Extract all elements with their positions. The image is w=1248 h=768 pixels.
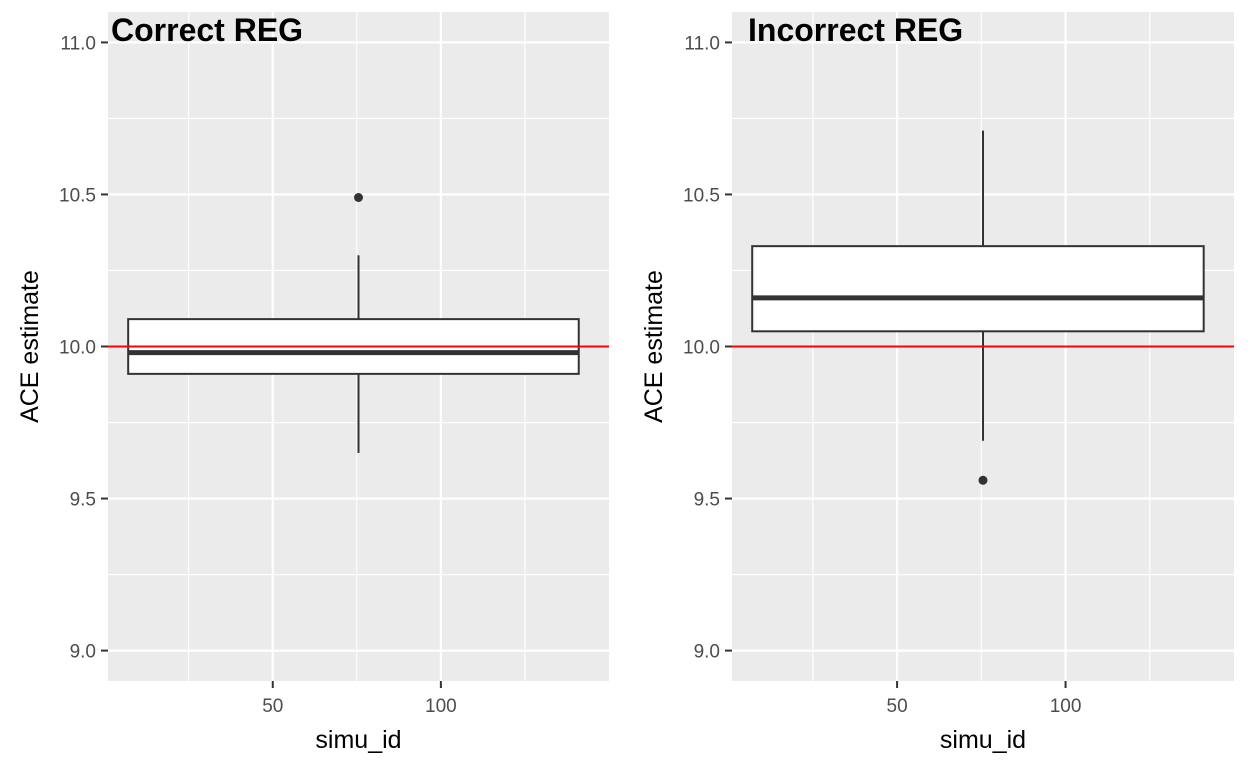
y-tick-label: 9.0: [694, 642, 720, 663]
y-axis-title: ACE estimate: [640, 270, 668, 423]
x-tick-label: 50: [262, 696, 283, 717]
x-tick-label: 100: [425, 696, 457, 717]
y-tick-label: 10.5: [683, 185, 720, 206]
y-tick-label: 9.5: [70, 490, 96, 511]
y-tick-label: 10.5: [59, 185, 96, 206]
box-iqr: [751, 245, 1205, 333]
y-tick-label: 11.0: [60, 33, 96, 54]
y-tick-label: 11.0: [684, 33, 720, 54]
panel-title: Incorrect REG: [748, 12, 963, 48]
x-tick-label: 50: [887, 696, 908, 717]
y-axis-title: ACE estimate: [16, 270, 44, 423]
y-tick-label: 10.0: [59, 338, 96, 359]
outlier-point: [354, 192, 363, 202]
x-tick-label: 100: [1050, 696, 1082, 717]
y-tick-label: 10.0: [683, 338, 720, 359]
panel-title: Correct REG: [111, 12, 303, 48]
x-axis-title: simu_id: [940, 726, 1026, 754]
y-tick-label: 9.0: [70, 642, 96, 663]
y-tick-label: 9.5: [694, 490, 720, 511]
chart-panel-1: 9.0 9.5 10.0 10.5 11.0 50 100 simu_id ACE estima…: [16, 12, 609, 754]
chart-panel-2: 9.0 9.5 10.0 10.5 11.0 50 100 simu_id ACE estima…: [640, 12, 1234, 754]
outlier-point: [978, 475, 988, 485]
x-axis-title: simu_id: [315, 726, 401, 754]
